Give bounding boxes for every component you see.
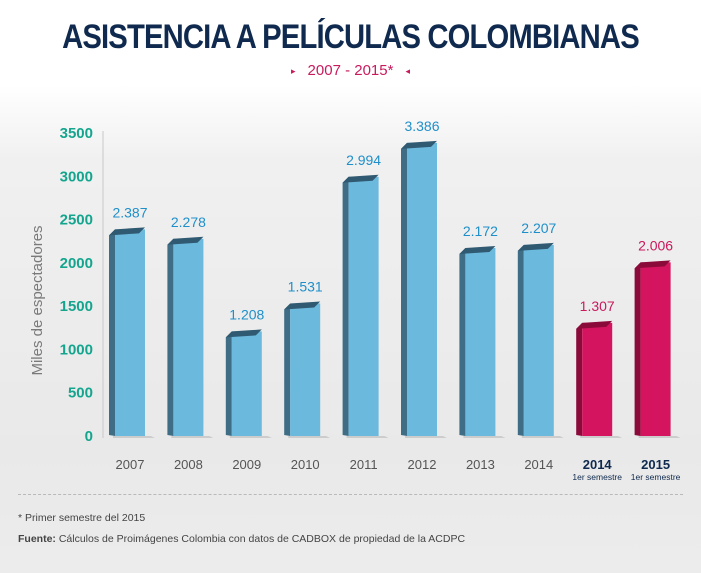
bar: [115, 229, 145, 436]
bar-side: [459, 247, 466, 436]
data-label: 1.208: [229, 306, 264, 322]
bar-side: [401, 142, 407, 436]
bar-top: [459, 245, 496, 254]
bar-shadow: [638, 436, 681, 438]
data-label: 3.386: [404, 118, 439, 134]
y-tick-label: 1500: [60, 298, 93, 315]
x-tick-label: 2010: [291, 457, 320, 472]
y-tick-label: 1000: [60, 341, 93, 358]
x-tick-label: 2011: [350, 457, 378, 472]
x-tick-label: 2014: [524, 457, 553, 472]
y-tick-label: 3500: [60, 125, 93, 142]
bar-top: [167, 236, 204, 245]
bar-top: [284, 301, 321, 310]
bar: [640, 262, 671, 436]
bar: [407, 142, 437, 436]
bar: [523, 244, 554, 436]
source-text: Cálculos de Proimágenes Colombia con dat…: [55, 533, 466, 545]
y-tick-label: 3000: [60, 168, 93, 185]
bar-shadow: [229, 436, 272, 438]
x-tick-label: 2015: [641, 457, 670, 472]
bar-shadow: [288, 436, 331, 438]
bar-side: [109, 229, 115, 436]
bar-top: [109, 227, 145, 236]
bar: [173, 238, 204, 436]
bar-chart: 0 500 1000 1500 2000 2500 3000 3500 Miles de esp…: [29, 118, 681, 482]
bar-top: [576, 320, 613, 329]
bar-side: [225, 331, 232, 436]
data-label: 2.278: [171, 214, 206, 230]
chart-subtitle: ▸ 2007 - 2015* ◂: [0, 62, 701, 79]
data-label: 2.006: [638, 237, 673, 253]
subtitle-text: 2007 - 2015*: [307, 62, 394, 79]
data-label: 2.172: [463, 223, 498, 239]
x-tick-label: 2012: [408, 457, 437, 472]
x-tick-label: 2009: [232, 457, 261, 472]
bar: [231, 331, 262, 436]
bar-shadow: [113, 436, 155, 438]
bar-side: [634, 262, 641, 436]
x-tick-label: 2008: [174, 457, 203, 472]
bar-side: [342, 176, 349, 436]
bar: [582, 322, 613, 436]
x-tick-label: 2013: [466, 457, 495, 472]
data-label: 2.207: [521, 220, 556, 236]
data-label: 1.531: [288, 278, 323, 294]
bar-top: [225, 329, 262, 338]
bar-shadow: [171, 436, 214, 438]
bar-side: [284, 303, 291, 436]
y-tick-label: 2500: [60, 212, 93, 229]
y-tick-label: 2000: [60, 255, 93, 272]
x-tick-sublabel: 1er semestre: [631, 472, 681, 482]
y-tick-label: 500: [68, 385, 93, 402]
bar-shadow: [346, 436, 389, 438]
bar-shadow: [580, 436, 623, 438]
bar: [348, 176, 379, 436]
bar-shadow: [521, 436, 564, 438]
bar-shadow: [463, 436, 506, 438]
footer-divider: [18, 494, 683, 495]
bar-top: [401, 140, 437, 149]
bar-top: [517, 242, 554, 251]
right-triangle-icon: ▸: [291, 65, 296, 76]
bar-top: [634, 260, 671, 269]
bar-side: [576, 322, 583, 436]
y-axis-label: Miles de espectadores: [29, 225, 46, 375]
bar-side: [517, 244, 524, 436]
x-tick-sublabel: 1er semestre: [572, 472, 622, 482]
x-tick-label: 2014: [583, 457, 613, 472]
left-triangle-icon: ◂: [405, 65, 410, 76]
data-label: 2.994: [346, 152, 381, 168]
x-tick-label: 2007: [116, 457, 145, 472]
source-note: Fuente: Cálculos de Proimágenes Colombia…: [18, 533, 465, 545]
bar-side: [167, 238, 174, 436]
bar-top: [342, 174, 379, 183]
footnote: * Primer semestre del 2015: [18, 512, 146, 524]
bar-shadow: [405, 436, 447, 438]
chart-title: ASISTENCIA A PELÍCULAS COLOMBIANAS: [62, 18, 640, 56]
bar: [290, 303, 321, 436]
bar: [465, 247, 496, 436]
data-label: 1.307: [580, 298, 615, 314]
y-tick-label: 0: [85, 428, 93, 445]
source-label: Fuente:: [18, 533, 56, 545]
data-label: 2.387: [112, 204, 147, 220]
